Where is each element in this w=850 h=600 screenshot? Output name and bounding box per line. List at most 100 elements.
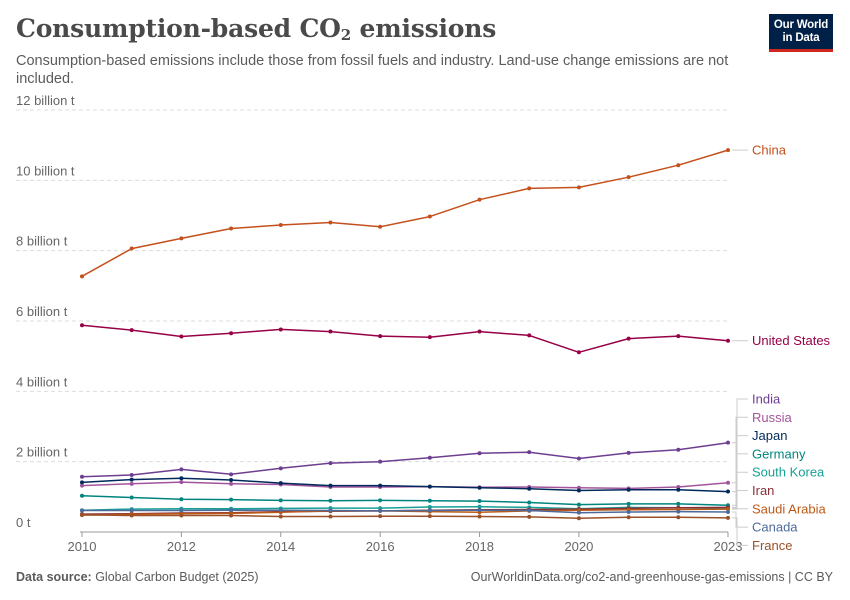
series-label-canada: Canada <box>752 520 798 535</box>
data-point-canada <box>378 508 383 513</box>
data-point-canada <box>179 508 184 513</box>
data-point-india <box>527 450 532 455</box>
data-point-russia <box>726 480 730 485</box>
data-point-germany <box>427 498 432 503</box>
series-line-canada <box>82 509 729 514</box>
data-point-france <box>527 514 532 519</box>
data-source-label: Data source: <box>16 570 92 584</box>
x-tick-label: 2016 <box>366 539 395 554</box>
title-subscript: 2 <box>340 26 351 44</box>
data-point-china <box>626 175 631 180</box>
data-point-japan <box>626 487 631 492</box>
data-point-canada <box>527 508 532 513</box>
x-tick-label: 2020 <box>564 539 593 554</box>
x-tick-label: 2012 <box>167 539 196 554</box>
data-point-china <box>378 224 383 229</box>
y-tick-label: 8 billion t <box>16 234 68 249</box>
data-point-france <box>576 516 581 521</box>
data-point-india <box>676 447 681 452</box>
data-point-united-states <box>527 333 532 338</box>
label-connector <box>732 435 748 493</box>
data-point-india <box>80 474 84 479</box>
series-line-south-korea <box>81 505 729 511</box>
data-point-japan <box>229 477 234 482</box>
x-tick-label: 2010 <box>68 539 97 554</box>
data-point-canada <box>80 508 84 513</box>
data-point-japan <box>427 484 432 489</box>
data-point-india <box>378 459 383 464</box>
series-label-south-korea: South Korea <box>752 465 825 480</box>
data-point-canada <box>129 508 134 513</box>
data-point-japan <box>129 477 134 482</box>
series-label-china: China <box>752 143 787 158</box>
data-point-united-states <box>378 334 383 339</box>
data-point-russia <box>676 484 681 489</box>
data-point-russia <box>80 483 84 488</box>
series-line-india <box>81 441 729 478</box>
data-point-france <box>80 512 84 517</box>
x-tick-label: 2014 <box>266 539 295 554</box>
y-tick-label: 2 billion t <box>16 445 68 460</box>
series-line-russia <box>81 481 729 490</box>
data-point-south-korea <box>477 504 482 509</box>
data-point-china <box>229 226 234 231</box>
title-main: Consumption-based CO <box>16 14 341 43</box>
data-point-japan <box>726 489 730 494</box>
series-line-china <box>81 149 729 277</box>
data-point-germany <box>80 493 84 498</box>
data-point-united-states <box>328 329 333 334</box>
data-point-china <box>676 163 681 168</box>
data-point-germany <box>527 500 532 505</box>
data-point-canada <box>427 508 432 513</box>
data-point-canada <box>576 510 581 515</box>
label-connector <box>732 517 748 546</box>
series-line-france <box>81 514 729 520</box>
data-point-china <box>726 148 730 153</box>
data-point-india <box>278 466 283 471</box>
data-point-germany <box>477 499 482 504</box>
data-point-france <box>378 514 383 519</box>
x-tick-label: 2023 <box>714 539 743 554</box>
data-point-united-states <box>278 327 283 332</box>
chart-subtitle: Consumption-based emissions include thos… <box>16 53 729 87</box>
data-point-russia <box>229 481 234 486</box>
series-label-iran: Iran <box>752 483 774 498</box>
series-label-russia: Russia <box>752 410 793 425</box>
data-point-china <box>179 236 184 241</box>
x-tick-label: 2018 <box>465 539 494 554</box>
data-point-russia <box>129 481 134 486</box>
data-point-canada <box>626 509 631 514</box>
data-point-india <box>179 467 184 472</box>
data-point-china <box>328 220 333 225</box>
data-point-russia <box>179 480 184 485</box>
data-point-germany <box>576 502 581 507</box>
data-point-canada <box>229 508 234 513</box>
data-point-united-states <box>80 323 84 328</box>
title-tail: emissions <box>350 14 497 43</box>
label-connector <box>732 453 748 506</box>
data-point-canada <box>726 509 730 514</box>
logo-line-1: Our World <box>773 19 829 31</box>
data-point-germany <box>129 495 134 500</box>
data-point-russia <box>576 485 581 490</box>
data-point-japan <box>676 487 681 492</box>
y-tick-label: 12 billion t <box>16 93 75 108</box>
data-point-united-states <box>726 338 730 343</box>
data-point-china <box>427 214 432 219</box>
y-tick-label: 10 billion t <box>16 163 75 178</box>
label-connector <box>732 511 748 528</box>
data-point-germany <box>378 498 383 503</box>
data-point-france <box>129 513 134 518</box>
source-url-link[interactable]: OurWorldinData.org/co2-and-greenhouse-ga… <box>470 570 833 584</box>
data-point-japan <box>328 483 333 488</box>
data-point-united-states <box>477 329 482 334</box>
data-point-france <box>278 514 283 519</box>
chart-title: Consumption-based CO2 emissions <box>16 14 496 44</box>
series-label-germany: Germany <box>752 446 806 461</box>
data-point-france <box>626 515 631 520</box>
data-point-united-states <box>129 328 134 333</box>
owid-logo[interactable]: Our World in Data <box>769 14 833 52</box>
data-point-united-states <box>626 336 631 341</box>
series-label-united-states: United States <box>752 333 831 348</box>
